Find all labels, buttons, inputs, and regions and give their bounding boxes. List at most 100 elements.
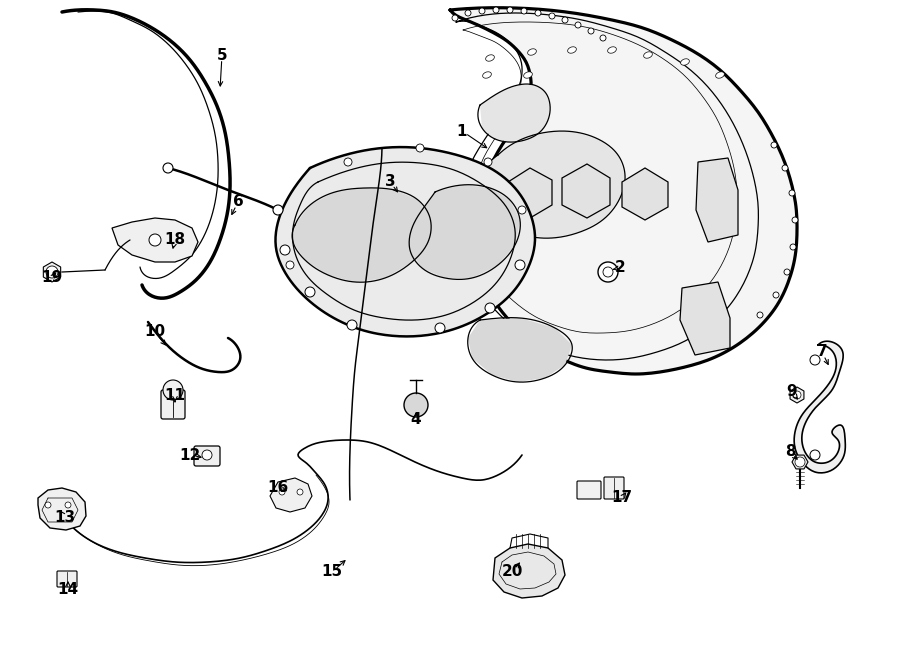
Text: 1: 1	[456, 124, 467, 139]
Circle shape	[485, 303, 495, 313]
Circle shape	[600, 35, 606, 41]
Circle shape	[344, 158, 352, 166]
Circle shape	[515, 260, 525, 270]
Circle shape	[149, 234, 161, 246]
Circle shape	[46, 266, 58, 278]
Circle shape	[810, 450, 820, 460]
FancyBboxPatch shape	[57, 571, 77, 587]
Circle shape	[416, 144, 424, 152]
Circle shape	[598, 262, 618, 282]
Circle shape	[163, 380, 183, 400]
Polygon shape	[493, 544, 565, 598]
Polygon shape	[293, 188, 430, 282]
Circle shape	[535, 10, 541, 16]
Circle shape	[484, 158, 492, 166]
Circle shape	[793, 391, 801, 399]
Text: 11: 11	[165, 387, 185, 403]
Text: 4: 4	[410, 412, 421, 428]
Circle shape	[549, 13, 555, 19]
Text: 16: 16	[267, 481, 289, 496]
Circle shape	[163, 163, 173, 173]
Circle shape	[479, 8, 485, 14]
Circle shape	[273, 205, 283, 215]
Circle shape	[771, 142, 777, 148]
Circle shape	[784, 269, 790, 275]
Ellipse shape	[644, 52, 652, 58]
Circle shape	[562, 17, 568, 23]
Circle shape	[404, 393, 428, 417]
Text: 19: 19	[41, 270, 63, 286]
Circle shape	[286, 261, 294, 269]
Circle shape	[588, 28, 594, 34]
Circle shape	[810, 355, 820, 365]
Ellipse shape	[527, 49, 536, 56]
Text: 10: 10	[144, 325, 166, 340]
Polygon shape	[276, 148, 535, 336]
Ellipse shape	[608, 47, 616, 54]
Text: 3: 3	[384, 175, 395, 190]
Circle shape	[792, 217, 798, 223]
Circle shape	[782, 165, 788, 171]
Circle shape	[465, 10, 471, 16]
Circle shape	[452, 15, 458, 21]
Text: 6: 6	[232, 194, 243, 210]
Text: 7: 7	[816, 344, 827, 360]
Ellipse shape	[524, 72, 533, 78]
Polygon shape	[562, 164, 610, 218]
Ellipse shape	[716, 72, 724, 78]
Circle shape	[297, 489, 303, 495]
Polygon shape	[680, 282, 730, 355]
Text: 2: 2	[615, 260, 626, 276]
Circle shape	[280, 245, 290, 255]
Polygon shape	[410, 185, 520, 278]
Circle shape	[757, 312, 763, 318]
Ellipse shape	[486, 55, 494, 61]
Circle shape	[507, 7, 513, 13]
Polygon shape	[790, 387, 804, 403]
FancyBboxPatch shape	[161, 390, 185, 419]
Polygon shape	[43, 262, 60, 282]
Polygon shape	[38, 488, 86, 530]
Polygon shape	[795, 342, 845, 472]
Text: 14: 14	[58, 582, 78, 598]
FancyBboxPatch shape	[194, 446, 220, 466]
Circle shape	[773, 292, 779, 298]
FancyBboxPatch shape	[577, 481, 601, 499]
Polygon shape	[508, 168, 552, 218]
Polygon shape	[482, 132, 625, 238]
Circle shape	[493, 7, 499, 13]
Text: 20: 20	[501, 564, 523, 580]
Circle shape	[347, 320, 357, 330]
Circle shape	[65, 502, 71, 508]
Text: 12: 12	[179, 447, 201, 463]
Circle shape	[305, 287, 315, 297]
Text: 5: 5	[217, 48, 228, 63]
Polygon shape	[622, 168, 668, 220]
Ellipse shape	[482, 72, 491, 78]
Ellipse shape	[568, 47, 576, 54]
Polygon shape	[112, 218, 198, 262]
Polygon shape	[270, 478, 312, 512]
Text: 9: 9	[787, 385, 797, 399]
Text: 17: 17	[611, 490, 633, 506]
Circle shape	[575, 22, 581, 28]
Polygon shape	[792, 455, 808, 469]
Ellipse shape	[680, 59, 689, 65]
Circle shape	[790, 244, 796, 250]
Circle shape	[435, 323, 445, 333]
Polygon shape	[468, 318, 572, 382]
Polygon shape	[480, 85, 550, 142]
FancyBboxPatch shape	[604, 477, 624, 499]
Circle shape	[202, 450, 212, 460]
Circle shape	[279, 489, 285, 495]
Circle shape	[518, 206, 526, 214]
Polygon shape	[450, 8, 797, 374]
Text: 15: 15	[321, 564, 343, 580]
Circle shape	[603, 267, 613, 277]
Circle shape	[789, 190, 795, 196]
Circle shape	[521, 8, 527, 14]
Text: 13: 13	[54, 510, 76, 525]
Circle shape	[795, 457, 805, 467]
Text: 18: 18	[165, 233, 185, 247]
Circle shape	[45, 502, 51, 508]
